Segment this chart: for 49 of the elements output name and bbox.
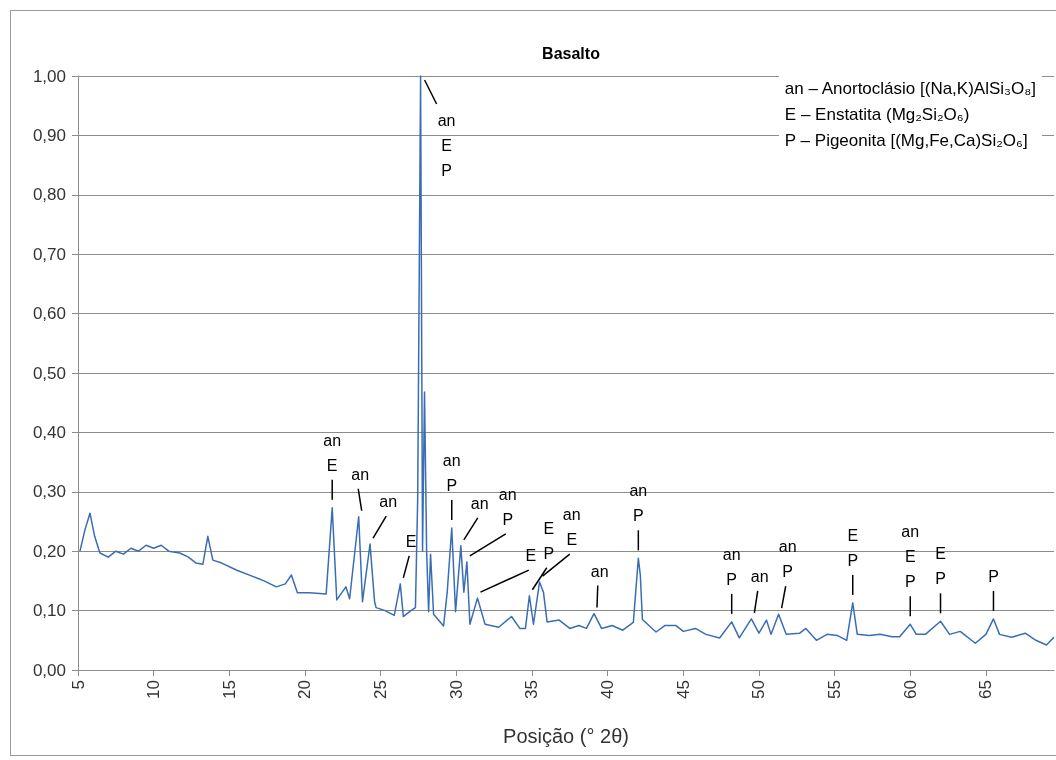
annotation: P: [987, 566, 1000, 587]
y-tick-label: 0,30: [32, 482, 66, 502]
y-tick-label: 0,70: [32, 244, 66, 264]
x-tick-label: 30: [446, 680, 466, 699]
annotation: an P: [777, 537, 798, 583]
y-tick-label: 0,20: [32, 541, 66, 561]
annotation: an – Anortoclásio [(Na,K)AlSi₃O₈]: [784, 79, 1036, 98]
y-tick-label: 1,00: [32, 66, 66, 86]
annotation: an: [469, 493, 490, 514]
x-tick-label: 40: [598, 680, 618, 699]
annotation: P – Pigeonita [(Mg,Fe,Ca)Si₂O₆]: [784, 131, 1028, 150]
annotation: an E: [322, 430, 343, 476]
annotation: E P: [542, 518, 556, 564]
annotation: an P: [441, 451, 462, 497]
x-tick-label: 50: [749, 680, 769, 699]
annotation: an P: [721, 544, 742, 590]
annotation: an: [749, 566, 770, 587]
annotation: E: [524, 546, 538, 567]
y-tick-label: 0,80: [32, 185, 66, 205]
x-tick-label: 35: [522, 680, 542, 699]
x-axis-title: Posição (° 2θ): [503, 725, 629, 747]
x-tick-label: 65: [976, 680, 996, 699]
annotation: an P: [628, 481, 649, 527]
x-tick-label: 45: [673, 680, 693, 699]
annotation: E P: [846, 525, 860, 571]
annotation: E – Enstatita (Mg₂Si₂O₆): [784, 105, 970, 124]
y-tick-label: 0,40: [32, 422, 66, 442]
annotation: an E P: [900, 522, 921, 593]
x-tick-label: 5: [68, 680, 88, 690]
annotation: an E: [561, 505, 582, 551]
x-tick-label: 55: [825, 680, 845, 699]
annotation: an E P: [436, 111, 457, 181]
x-tick-label: 15: [219, 680, 239, 699]
y-tick-label: 0,00: [32, 660, 66, 680]
x-tick-label: 20: [295, 680, 315, 699]
x-tick-label: 10: [144, 680, 164, 699]
annotation: an: [350, 464, 371, 485]
y-tick-label: 0,50: [32, 363, 66, 383]
annotation: an: [378, 492, 399, 513]
annotation: an: [589, 561, 610, 582]
x-tick-label: 60: [900, 680, 920, 699]
annotation: E P: [934, 544, 947, 590]
y-tick-label: 0,10: [32, 601, 66, 621]
chart-title: Basalto: [542, 44, 601, 62]
annotation: an P: [497, 484, 518, 530]
y-tick-label: 0,90: [32, 125, 66, 145]
x-tick-label: 25: [371, 680, 391, 699]
annotation: E: [404, 531, 418, 552]
y-tick-label: 0,60: [32, 304, 66, 324]
